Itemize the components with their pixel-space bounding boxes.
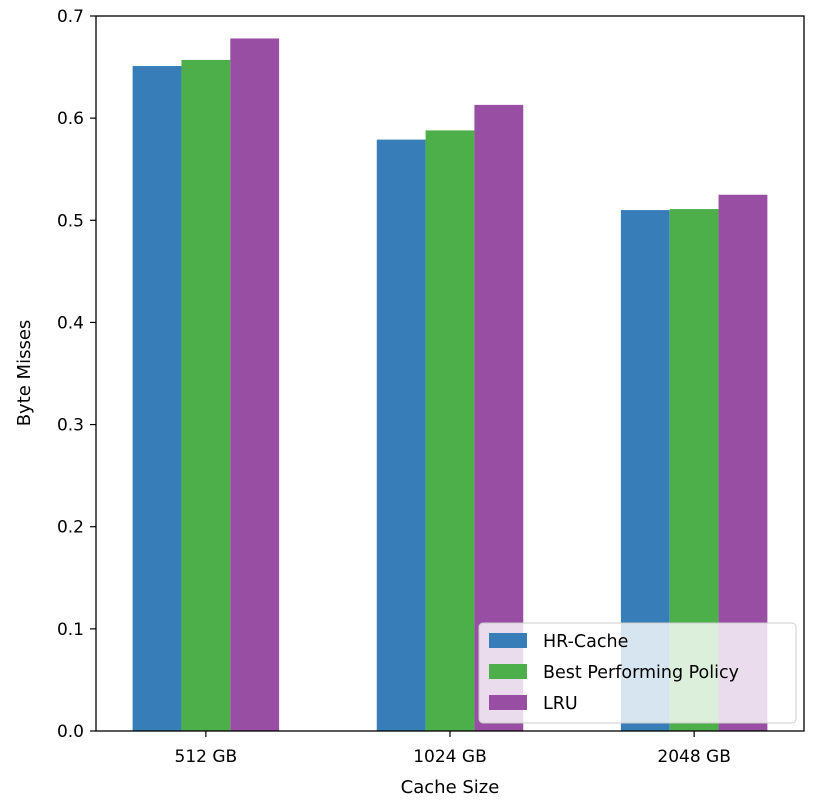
y-axis-label: Byte Misses — [14, 320, 35, 427]
y-axis: 0.0 0.1 0.2 0.3 0.4 0.5 0.6 0.7 — [57, 7, 96, 742]
y-tick-label: 0.2 — [57, 518, 84, 538]
bar-hr-cache-512-gb — [132, 66, 182, 732]
y-tick-label: 0.4 — [57, 313, 84, 333]
legend-label: Best Performing Policy — [543, 663, 739, 683]
y-tick-label: 0.5 — [57, 211, 84, 231]
x-tick-label: 1024 GB — [413, 747, 487, 767]
x-axis: 512 GB 1024 GB 2048 GB — [175, 731, 731, 767]
x-tick-label: 2048 GB — [657, 747, 731, 767]
x-axis-label: Cache Size — [401, 777, 500, 798]
y-tick-label: 0.3 — [57, 416, 84, 436]
bar-hr-cache-1024-gb — [376, 139, 426, 732]
legend-label: HR-Cache — [543, 632, 628, 652]
plot-frame — [95, 15, 805, 732]
bar-best-performing-policy-512-gb — [181, 59, 231, 731]
x-tick-label: 512 GB — [175, 747, 238, 767]
legend-label: LRU — [543, 694, 578, 714]
legend-swatch — [489, 664, 527, 679]
y-tick-label: 0.1 — [57, 620, 84, 640]
bar-lru-512-gb — [230, 38, 280, 731]
legend-swatch — [489, 633, 527, 648]
legend-box — [478, 622, 797, 724]
legend-swatch — [489, 695, 527, 710]
y-tick-label: 0.0 — [57, 722, 84, 742]
y-tick-label: 0.6 — [57, 109, 84, 129]
bar-best-performing-policy-1024-gb — [425, 130, 475, 731]
y-tick-label: 0.7 — [57, 7, 84, 27]
legend: HR-Cache Best Performing Policy LRU — [478, 622, 797, 724]
